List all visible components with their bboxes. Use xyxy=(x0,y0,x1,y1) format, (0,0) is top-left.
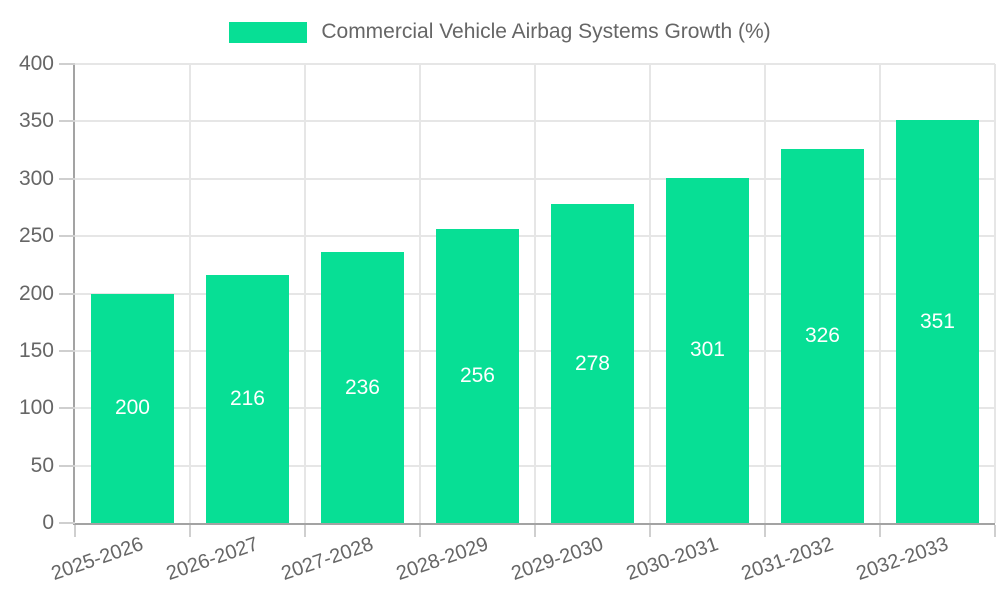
bar-value-label: 256 xyxy=(459,364,495,388)
x-axis-tick xyxy=(534,525,536,537)
bar: 236 xyxy=(320,252,405,523)
v-gridline xyxy=(994,64,996,523)
legend-label: Commercial Vehicle Airbag Systems Growth… xyxy=(321,20,771,43)
y-axis-tick xyxy=(59,522,75,524)
x-tick-label: 2030-2031 xyxy=(623,533,721,585)
v-gridline xyxy=(764,64,766,523)
v-gridline xyxy=(419,64,421,523)
x-axis-tick xyxy=(879,525,881,537)
y-tick-label: 100 xyxy=(18,396,54,420)
x-axis-tick xyxy=(189,525,191,537)
y-tick-label: 200 xyxy=(18,281,54,305)
y-tick-label: 0 xyxy=(42,511,54,534)
y-tick-label: 400 xyxy=(18,52,54,75)
y-axis-tick xyxy=(59,464,75,467)
x-axis-tick xyxy=(649,525,651,537)
bar-value-label: 236 xyxy=(344,375,380,399)
y-tick-label: 350 xyxy=(18,109,54,133)
bar: 351 xyxy=(895,120,980,523)
bar-value-label: 351 xyxy=(919,309,955,333)
bar-value-label: 326 xyxy=(804,323,840,347)
y-axis-tick xyxy=(59,292,75,295)
legend-item[interactable]: Commercial Vehicle Airbag Systems Growth… xyxy=(229,20,771,44)
v-gridline xyxy=(879,64,881,523)
legend: Commercial Vehicle Airbag Systems Growth… xyxy=(0,20,1000,44)
y-tick-label: 150 xyxy=(18,338,54,362)
y-axis-tick xyxy=(59,177,75,180)
x-tick-label: 2029-2030 xyxy=(508,533,606,585)
x-tick-label: 2025-2026 xyxy=(48,533,146,585)
v-gridline xyxy=(304,64,306,523)
x-tick-label: 2032-2033 xyxy=(853,533,951,585)
y-tick-label: 250 xyxy=(18,224,54,248)
x-axis-tick xyxy=(419,525,421,537)
bar: 216 xyxy=(205,275,290,523)
x-axis-tick xyxy=(994,525,996,537)
v-gridline xyxy=(649,64,651,523)
y-axis-tick xyxy=(59,349,75,352)
plot-area: 200 216 236 256 278 301 326 351 xyxy=(59,63,996,537)
x-axis-tick xyxy=(74,525,76,537)
x-tick-label: 2027-2028 xyxy=(278,533,376,585)
y-tick-label: 50 xyxy=(30,453,54,477)
v-gridline xyxy=(534,64,536,523)
bar: 278 xyxy=(550,204,635,523)
bar-value-label: 216 xyxy=(229,387,265,411)
x-axis-tick xyxy=(764,525,766,537)
legend-swatch xyxy=(229,21,308,43)
x-tick-label: 2031-2032 xyxy=(738,533,836,585)
y-axis-tick xyxy=(59,120,75,123)
x-tick-label: 2028-2029 xyxy=(393,533,491,585)
v-gridline xyxy=(189,64,191,523)
y-tick-label: 300 xyxy=(18,166,54,190)
bar: 256 xyxy=(435,229,520,523)
bar: 301 xyxy=(665,177,750,523)
bar-value-label: 278 xyxy=(574,351,610,375)
x-tick-label: 2026-2027 xyxy=(163,533,261,585)
y-axis-tick xyxy=(59,63,75,65)
bar: 326 xyxy=(780,148,865,523)
bar-value-label: 301 xyxy=(689,338,725,362)
bar: 200 xyxy=(90,293,175,523)
y-axis-tick xyxy=(59,235,75,238)
y-axis-tick xyxy=(59,407,75,410)
bar-value-label: 200 xyxy=(114,396,150,420)
x-axis-tick xyxy=(304,525,306,537)
